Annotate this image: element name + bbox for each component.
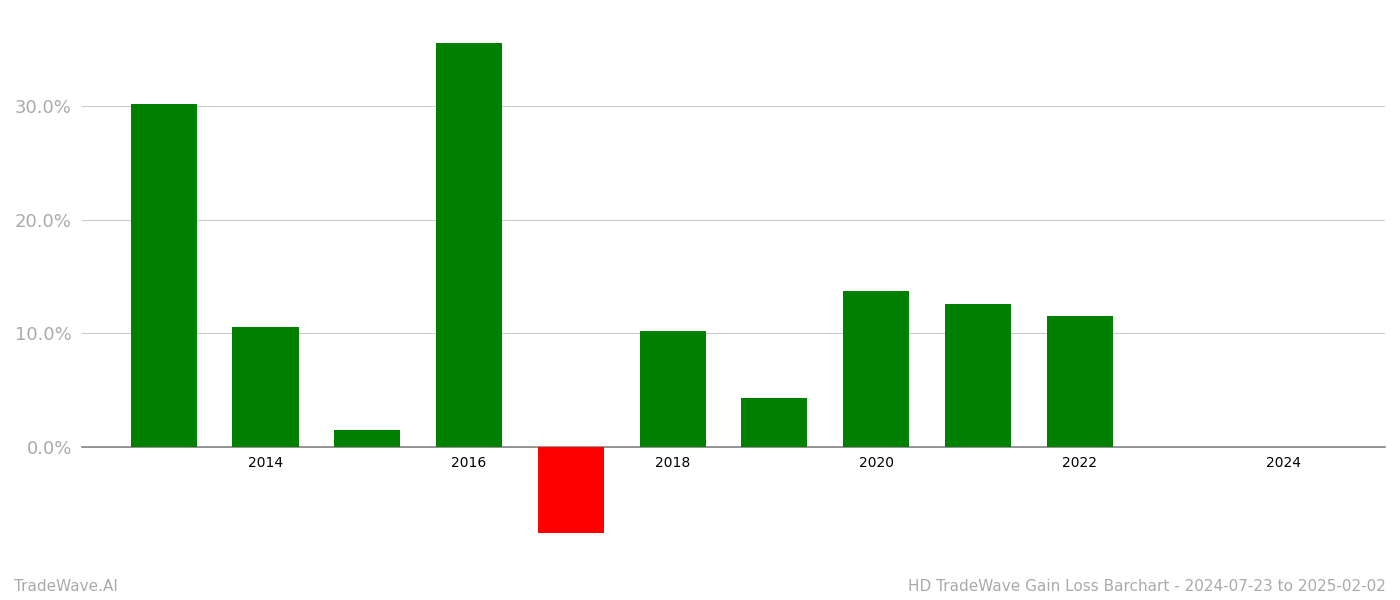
Bar [130,104,197,447]
Bar [741,398,808,447]
Text: HD TradeWave Gain Loss Barchart - 2024-07-23 to 2025-02-02: HD TradeWave Gain Loss Barchart - 2024-0… [909,579,1386,594]
Bar [335,430,400,447]
Bar [232,326,298,447]
Bar [435,43,503,447]
Bar [945,304,1011,447]
Bar [843,292,909,447]
Text: TradeWave.AI: TradeWave.AI [14,579,118,594]
Bar [640,331,706,447]
Bar [1047,316,1113,447]
Bar [538,447,603,533]
